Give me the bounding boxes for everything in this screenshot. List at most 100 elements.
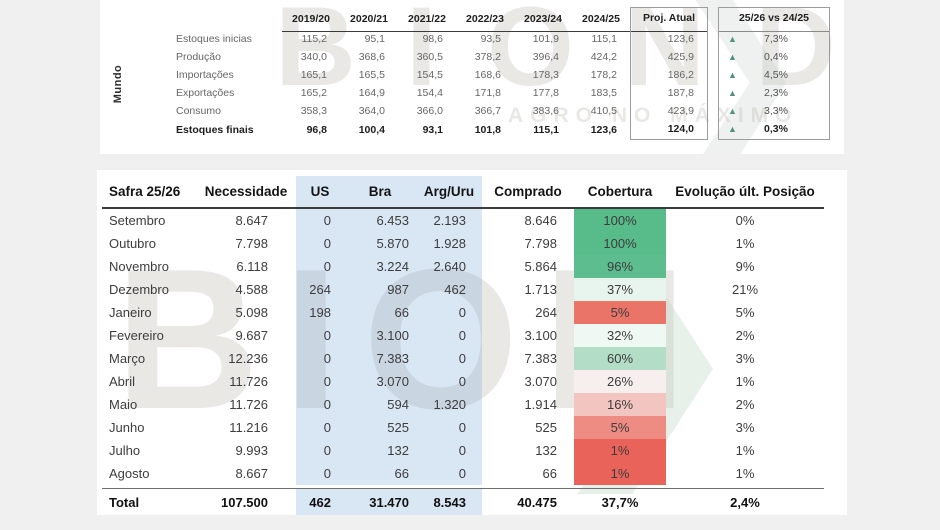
cell-arg-uru: 0 [416, 462, 482, 485]
column-header-year: 2024/25 [572, 8, 630, 32]
cell-us: 0 [296, 324, 344, 347]
cell-bra: 525 [344, 416, 416, 439]
cell-value: 93,5 [480, 33, 501, 45]
cell-value: 164,9 [358, 87, 385, 99]
world-table-row-final-stocks: Estoques finais 96,8 100,4 93,1 101,8 11… [142, 119, 830, 140]
cell-us: 0 [296, 416, 344, 439]
cell-month: Junho [109, 420, 145, 435]
cell-bra: 132 [344, 439, 416, 462]
cell-value: 165,5 [358, 69, 385, 81]
cell-cobertura: 5% [574, 301, 666, 324]
cell-value: 154,5 [416, 69, 443, 81]
cell-value: 366,0 [416, 105, 443, 117]
up-triangle-icon: ▲ [728, 105, 737, 116]
cell-month: Novembro [109, 259, 169, 274]
cell-us: 0 [296, 232, 344, 255]
cell-cobertura: 60% [574, 347, 666, 370]
safra-table-row: Fevereiro 9.687 0 3.100 0 3.100 32% 2% [102, 324, 824, 347]
cell-cobertura: 32% [574, 324, 666, 347]
cell-value: 424,2 [590, 51, 617, 63]
cell-arg-uru: 462 [416, 278, 482, 301]
up-triangle-icon: ▲ [728, 87, 737, 98]
world-balance-panel: BIOND ❯ AGRO NO MÁXIMO Mundo 2019/20 202… [100, 0, 844, 154]
cell-vs: ▲ 0,3% [718, 119, 830, 140]
cell-comprado: 3.070 [524, 374, 557, 389]
cell-month: Agosto [109, 466, 150, 481]
cell-bra: 3.070 [344, 370, 416, 393]
column-header-year: 2021/22 [398, 8, 456, 32]
cell-comprado: 8.646 [524, 213, 557, 228]
up-triangle-icon: ▲ [728, 51, 737, 62]
cell-vs: ▲ 7,3% [718, 30, 830, 48]
cell-us: 0 [296, 462, 344, 485]
cell-arg-uru: 0 [416, 324, 482, 347]
cell-value: 100,4 [358, 123, 385, 136]
safra-table-row: Maio 11.726 0 594 1.320 1.914 16% 2% [102, 393, 824, 416]
cell-necessidade: 11.726 [229, 374, 268, 389]
column-header-proj-atual: Proj. Atual [630, 7, 708, 32]
cell-month: Março [109, 351, 146, 366]
cell-value: 154,4 [416, 87, 443, 99]
row-label: Estoques finais [176, 123, 254, 136]
column-header-year: 2019/20 [282, 8, 340, 32]
cell-month: Maio [109, 397, 138, 412]
cell-proj-value: 423,9 [630, 102, 708, 120]
cell-necessidade: 5.098 [235, 305, 268, 320]
cell-cobertura: 100% [574, 232, 666, 255]
cell-necessidade: 8.647 [235, 213, 268, 228]
cell-value: 340,0 [300, 51, 327, 63]
cell-vs: ▲ 0,4% [718, 48, 830, 66]
cell-necessidade: 6.118 [236, 259, 268, 274]
cell-month: Janeiro [109, 305, 152, 320]
cell-value: 396,4 [532, 51, 559, 63]
cell-necessidade: 9.993 [235, 443, 268, 458]
cell-value: 410,5 [590, 105, 617, 117]
cell-necessidade: 12.236 [228, 351, 268, 366]
cell-arg-uru: 1.928 [416, 232, 482, 255]
column-header-year: 2023/24 [514, 8, 572, 32]
column-header-bra: Bra [344, 176, 416, 207]
cell-cobertura: 1% [574, 439, 666, 462]
cell-arg-uru: 1.320 [416, 393, 482, 416]
cell-total-us: 462 [296, 489, 344, 515]
cell-value: 115,1 [533, 123, 559, 136]
cell-evolucao: 2% [735, 397, 755, 412]
cell-cobertura: 26% [574, 370, 666, 393]
cell-value: 378,2 [474, 51, 501, 63]
column-header-comprado: Comprado [494, 184, 562, 199]
safra-table-row: Dezembro 4.588 264 987 462 1.713 37% 21% [102, 278, 824, 301]
cell-vs: ▲ 3,3% [718, 102, 830, 120]
cell-value: 366,7 [474, 105, 501, 117]
cell-total-arg-uru: 8.543 [416, 489, 482, 515]
cell-evolucao: 21% [731, 282, 759, 297]
region-label-mundo: Mundo [112, 64, 124, 104]
cell-arg-uru: 0 [416, 439, 482, 462]
cell-bra: 3.224 [344, 255, 416, 278]
cell-value: 178,3 [532, 69, 559, 81]
safra-table-total-row: Total 107.500 462 31.470 8.543 40.475 37… [102, 488, 824, 515]
cell-value: 358,3 [300, 105, 327, 117]
cell-evolucao: 3% [735, 351, 755, 366]
cell-vs: ▲ 2,3% [718, 84, 830, 102]
cell-value: 165,2 [300, 87, 327, 99]
cell-month: Abril [109, 374, 136, 389]
cell-total-cobertura: 37,7% [601, 495, 639, 510]
cell-total-label: Total [109, 495, 140, 510]
column-header-vs: 25/26 vs 24/25 [718, 7, 830, 32]
world-table-header-row: 2019/20 2020/21 2021/22 2022/23 2023/24 … [142, 7, 830, 32]
cell-month: Dezembro [109, 282, 169, 297]
cell-value: 95,1 [364, 33, 385, 45]
cell-comprado: 7.383 [524, 351, 557, 366]
world-table-row: Exportações 165,2 164,9 154,4 171,8 177,… [142, 84, 830, 102]
cell-evolucao: 1% [735, 443, 755, 458]
cell-vs: ▲ 4,5% [718, 66, 830, 84]
cell-evolucao: 1% [735, 374, 755, 389]
cell-proj-value: 425,9 [630, 48, 708, 66]
cell-value: 383,6 [532, 105, 559, 117]
cell-bra: 5.870 [344, 232, 416, 255]
cell-value: 165,1 [300, 69, 327, 81]
cell-value: 101,8 [474, 123, 501, 136]
cell-value: 171,8 [474, 87, 501, 99]
cell-month: Fevereiro [109, 328, 164, 343]
cell-value: 93,1 [422, 123, 443, 136]
